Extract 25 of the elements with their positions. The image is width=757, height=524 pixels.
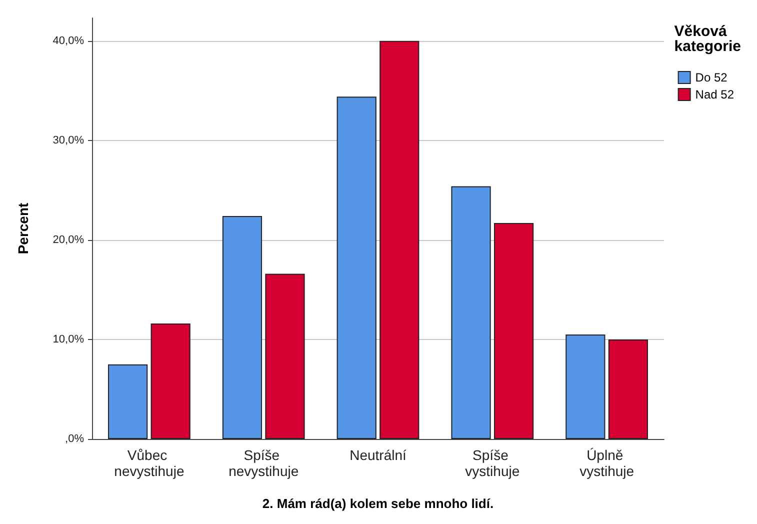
- bar: [451, 186, 491, 439]
- x-axis-title: 2. Mám rád(a) kolem sebe mnoho lidí.: [262, 496, 494, 511]
- bar: [566, 334, 606, 439]
- bar: [608, 339, 648, 439]
- y-tick-label: 10,0%: [52, 333, 84, 346]
- bar: [494, 223, 534, 439]
- x-tick-label: Spíše vystihuje: [465, 447, 520, 479]
- bar: [108, 364, 148, 439]
- legend-label: Do 52: [695, 70, 728, 84]
- bar: [336, 96, 376, 439]
- y-axis-title: Percent: [15, 202, 31, 254]
- bar: [380, 40, 420, 439]
- x-tick-label: Vůbec nevystihuje: [114, 447, 184, 479]
- x-tick-label: Neutrální: [350, 447, 407, 463]
- x-tick-label: Spíše nevystihuje: [228, 447, 299, 479]
- y-tick-label: 20,0%: [52, 234, 84, 246]
- y-tick-label: 40,0%: [52, 34, 84, 47]
- x-tick-label: Úplně vystihuje: [580, 447, 634, 479]
- bar: [265, 274, 305, 439]
- y-tick-label: 30,0%: [52, 134, 84, 146]
- bar: [222, 216, 262, 439]
- legend-label: Nad 52: [695, 88, 734, 102]
- bar: [150, 324, 190, 439]
- y-tick-label: ,0%: [65, 433, 84, 445]
- legend-title: Věková kategorie: [674, 23, 742, 55]
